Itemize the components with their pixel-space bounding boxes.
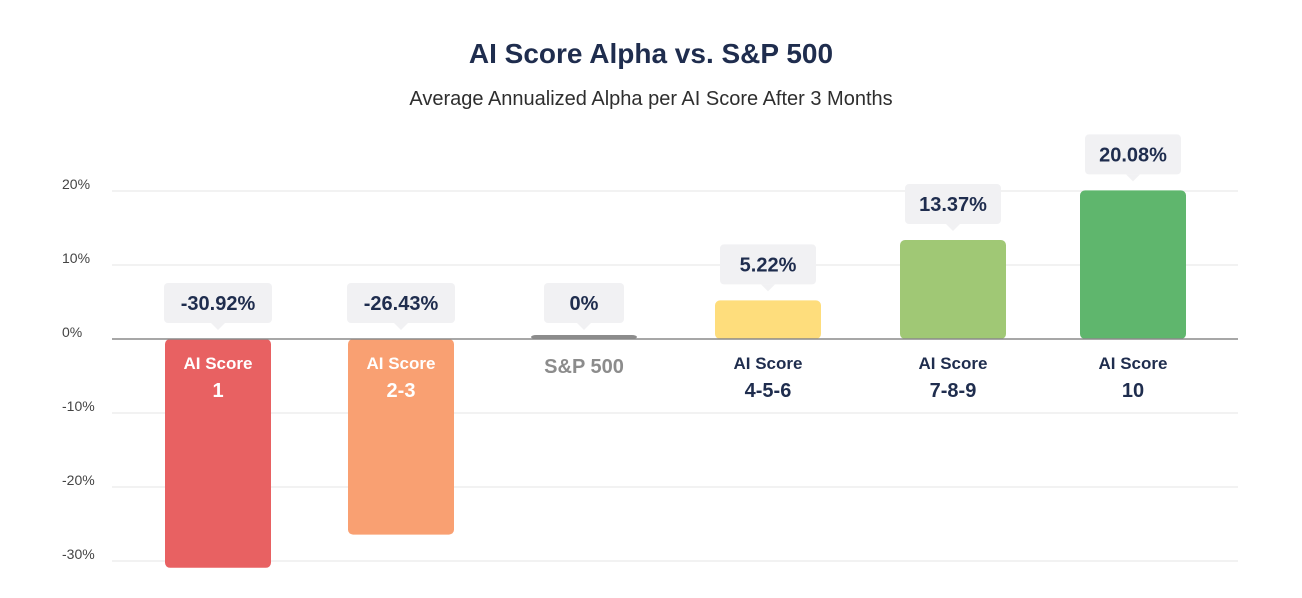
value-label-box [544,283,624,323]
category-label-line2: 10 [1122,380,1144,402]
category-label-line2: 1 [212,380,223,402]
data-label: 0% [570,293,599,315]
category-label-line1: AI Score [367,354,436,373]
bar [1080,190,1186,339]
value-label-box [347,283,455,323]
value-label-pointer [211,323,225,330]
value-label-box [905,184,1001,225]
category-label-line1: AI Score [1099,354,1168,373]
y-tick-label: -10% [62,398,95,414]
y-tick-label: 20% [62,176,90,192]
data-label: -26.43% [364,293,439,315]
value-label-pointer [761,284,775,292]
y-tick-label: -30% [62,546,95,562]
data-label: 20.08% [1099,144,1167,166]
y-tick-label: 0% [62,324,82,340]
y-tick-label: -20% [62,472,95,488]
bar [165,339,271,568]
data-label: 5.22% [740,254,797,276]
bar [900,240,1006,339]
value-label-box [1085,134,1181,175]
category-label-line2: 7-8-9 [930,380,977,402]
category-label-line1: AI Score [184,354,253,373]
bar [531,335,637,339]
chart-title: AI Score Alpha vs. S&P 500 [468,38,834,69]
y-tick-label: 10% [62,250,90,266]
chart-subtitle: Average Annualized Alpha per AI Score Af… [409,88,893,110]
data-label: -30.92% [181,293,256,315]
data-label: 13.37% [919,194,987,216]
value-label-pointer [946,224,960,232]
category-label-line2: 2-3 [387,380,416,402]
value-label-pointer [394,323,408,330]
category-label-line1: AI Score [919,354,988,373]
value-label-pointer [1126,174,1140,182]
value-label-pointer [577,323,591,330]
value-label-box [720,244,816,285]
category-label-line2: 4-5-6 [745,380,792,402]
bar [715,300,821,339]
bar [348,339,454,535]
category-label-line1: AI Score [734,354,803,373]
value-label-box [164,283,272,323]
category-label: S&P 500 [544,356,624,378]
